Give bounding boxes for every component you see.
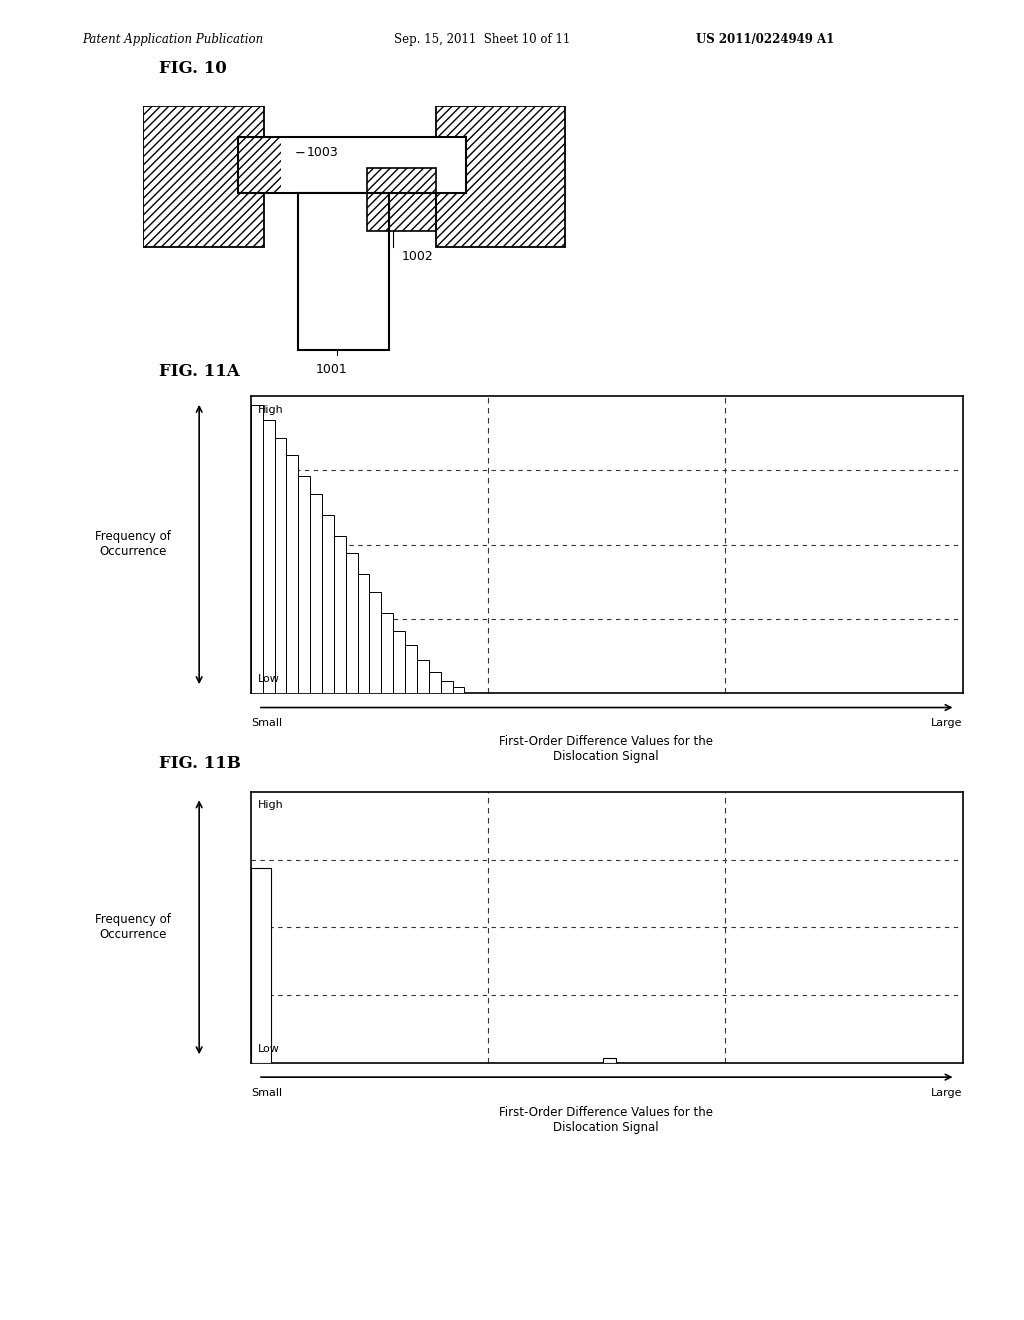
Bar	[393, 631, 406, 693]
Bar	[238, 137, 466, 194]
Bar	[287, 455, 298, 693]
Text: High: High	[258, 800, 284, 810]
Bar	[453, 686, 464, 693]
Text: 1001: 1001	[315, 363, 347, 376]
Bar	[143, 106, 264, 247]
Bar	[370, 591, 381, 693]
Text: Frequency of
Occurrence: Frequency of Occurrence	[95, 529, 171, 558]
Bar	[429, 672, 440, 693]
Bar	[367, 168, 436, 231]
Bar	[263, 420, 274, 693]
Bar	[334, 536, 346, 693]
Bar	[406, 645, 417, 693]
Bar	[603, 1057, 616, 1063]
Text: Low: Low	[258, 1044, 280, 1055]
Bar	[440, 681, 453, 693]
Text: Sep. 15, 2011  Sheet 10 of 11: Sep. 15, 2011 Sheet 10 of 11	[394, 33, 570, 46]
Text: Large: Large	[931, 1088, 963, 1098]
Text: Frequency of
Occurrence: Frequency of Occurrence	[95, 912, 171, 941]
Text: 1003: 1003	[307, 147, 339, 160]
Text: Patent Application Publication: Patent Application Publication	[82, 33, 263, 46]
Text: US 2011/0224949 A1: US 2011/0224949 A1	[696, 33, 835, 46]
Bar	[238, 137, 281, 194]
Text: FIG. 11A: FIG. 11A	[159, 363, 240, 380]
Text: First-Order Difference Values for the
Dislocation Signal: First-Order Difference Values for the Di…	[500, 1106, 713, 1134]
Text: FIG. 10: FIG. 10	[159, 59, 226, 77]
Text: Small: Small	[251, 718, 282, 729]
Text: First-Order Difference Values for the
Dislocation Signal: First-Order Difference Values for the Di…	[500, 735, 713, 763]
Bar	[346, 553, 357, 693]
Text: High: High	[258, 405, 284, 414]
Text: Large: Large	[931, 718, 963, 729]
Bar	[322, 515, 334, 693]
Text: FIG. 11B: FIG. 11B	[159, 755, 241, 772]
Bar	[436, 106, 565, 247]
Bar	[357, 574, 370, 693]
Text: Small: Small	[251, 1088, 282, 1098]
Bar	[381, 612, 393, 693]
Bar	[367, 168, 436, 231]
Text: Low: Low	[258, 675, 280, 684]
Bar	[274, 438, 287, 693]
Bar	[298, 194, 388, 350]
Bar	[298, 477, 310, 693]
Text: 1002: 1002	[401, 249, 433, 263]
Bar	[251, 405, 263, 693]
Bar	[310, 494, 322, 693]
Bar	[251, 867, 270, 1063]
Bar	[417, 660, 429, 693]
